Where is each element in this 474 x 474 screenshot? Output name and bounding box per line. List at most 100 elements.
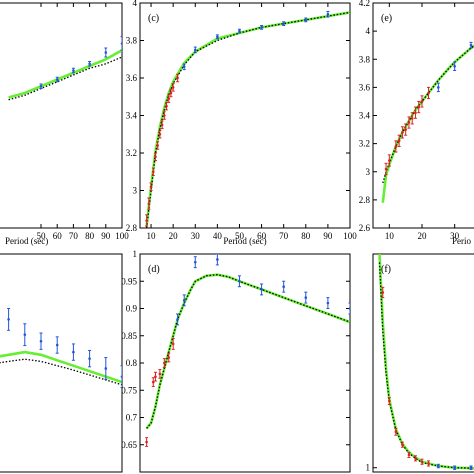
model-line-dotted bbox=[146, 274, 350, 429]
data-point bbox=[216, 35, 219, 39]
x-tick-label: 60 bbox=[53, 231, 63, 241]
data-point bbox=[427, 462, 430, 465]
data-point bbox=[414, 111, 417, 114]
y-tick-label: 3.2 bbox=[359, 139, 370, 149]
data-point bbox=[171, 342, 175, 346]
data-point bbox=[55, 78, 59, 81]
data-point bbox=[260, 26, 263, 29]
data-point bbox=[437, 86, 440, 89]
y-tick-label: 4.2 bbox=[359, 0, 370, 8]
x-axis-title: Perio bbox=[452, 236, 471, 246]
x-tick-label: 100 bbox=[115, 231, 129, 241]
y-tick-label: 0.65 bbox=[121, 440, 137, 450]
y-tick-label: 3.8 bbox=[359, 54, 371, 64]
axes-frame bbox=[0, 253, 123, 473]
data-point bbox=[120, 42, 122, 45]
data-point bbox=[397, 139, 401, 143]
y-tick-label: 2.8 bbox=[126, 223, 138, 233]
panel-1: 50 60 70 80 90 100 Period (sec) bbox=[0, 2, 129, 246]
data-point bbox=[216, 258, 219, 261]
y-tick-label: 4 bbox=[133, 0, 138, 8]
data-point bbox=[104, 367, 108, 370]
series-group bbox=[378, 254, 474, 470]
data-point bbox=[72, 350, 75, 354]
data-point bbox=[176, 318, 179, 321]
y-tick-label: 4 bbox=[366, 26, 371, 36]
x-tick-label: 50 bbox=[235, 231, 245, 241]
data-point bbox=[182, 65, 186, 69]
x-tick-label: 100 bbox=[343, 231, 357, 241]
data-point bbox=[304, 296, 308, 299]
x-tick-label: 60 bbox=[257, 231, 267, 241]
model-line-dotted bbox=[378, 262, 474, 469]
model-line-dotted bbox=[8, 56, 122, 101]
data-point bbox=[167, 356, 171, 359]
data-point bbox=[401, 131, 404, 134]
data-point bbox=[388, 159, 391, 162]
data-point bbox=[381, 291, 385, 294]
data-point bbox=[158, 372, 162, 376]
data-point bbox=[394, 145, 398, 148]
data-point bbox=[171, 86, 175, 89]
data-point bbox=[404, 128, 407, 131]
data-point bbox=[260, 288, 263, 291]
y-tick-label: 0.7 bbox=[126, 413, 138, 423]
axes-frame bbox=[139, 2, 351, 229]
x-tick-label: 10 bbox=[147, 231, 157, 241]
data-point bbox=[469, 43, 473, 47]
panel-label: (c) bbox=[148, 13, 159, 24]
x-tick-label: 70 bbox=[69, 231, 79, 241]
model-line bbox=[8, 49, 122, 99]
data-point bbox=[326, 301, 330, 305]
panel-4 bbox=[0, 253, 123, 473]
y-tick-label: 3 bbox=[133, 186, 138, 196]
model-line bbox=[378, 254, 474, 470]
data-point bbox=[182, 299, 186, 302]
axes-frame bbox=[139, 253, 351, 473]
data-point bbox=[282, 285, 285, 289]
model-line bbox=[381, 44, 474, 203]
data-point bbox=[160, 123, 164, 127]
model-line-dotted bbox=[382, 45, 474, 184]
series-group bbox=[381, 41, 474, 203]
data-point bbox=[420, 460, 424, 464]
data-point bbox=[147, 202, 151, 205]
y-tick-label: 2.6 bbox=[359, 223, 371, 233]
x-tick-label: 80 bbox=[85, 231, 95, 241]
data-point bbox=[414, 457, 417, 460]
x-tick-label: 90 bbox=[101, 231, 111, 241]
axes-frame bbox=[372, 2, 474, 229]
data-point bbox=[176, 76, 179, 80]
x-tick-label: 40 bbox=[213, 231, 223, 241]
data-point bbox=[7, 318, 10, 321]
y-tick-label: 0.8 bbox=[126, 358, 138, 368]
x-tick-label: 20 bbox=[418, 231, 428, 241]
data-point bbox=[238, 279, 241, 283]
y-tick-label: 3.4 bbox=[359, 111, 371, 121]
y-tick-label: 3 bbox=[366, 167, 371, 177]
data-point bbox=[282, 22, 285, 25]
data-point bbox=[384, 167, 388, 171]
panel-label: (d) bbox=[148, 264, 160, 275]
data-point bbox=[401, 443, 404, 446]
panel-5: 0.65 0.7 0.75 0.8 0.85 0.9 0.95 1 (d) bbox=[121, 249, 351, 473]
data-point bbox=[163, 361, 166, 365]
panel-label: (f) bbox=[381, 264, 391, 275]
data-point bbox=[326, 12, 330, 16]
model-line-dotted bbox=[0, 358, 122, 386]
series-group bbox=[145, 254, 350, 447]
data-point bbox=[193, 48, 197, 52]
y-tick-label: 0.75 bbox=[121, 385, 137, 395]
data-point bbox=[167, 97, 171, 100]
series-group bbox=[8, 36, 122, 101]
data-point bbox=[151, 380, 155, 384]
model-line bbox=[0, 350, 122, 384]
data-point bbox=[388, 399, 391, 403]
model-line bbox=[145, 273, 350, 430]
y-tick-label: 2.8 bbox=[359, 195, 371, 205]
data-point bbox=[394, 430, 398, 434]
x-tick-label: 30 bbox=[191, 231, 201, 241]
data-point bbox=[169, 91, 173, 95]
